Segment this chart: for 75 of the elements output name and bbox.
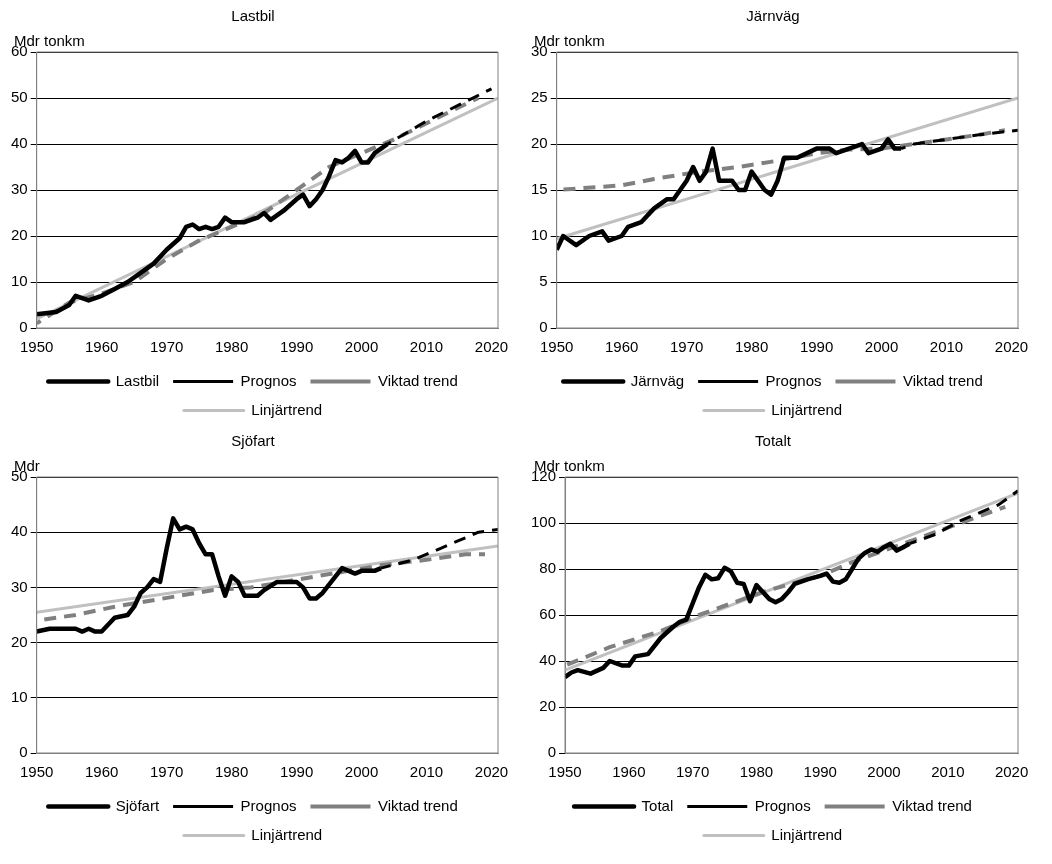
x-tick-label: 2020 [474, 338, 509, 356]
legend-label: Prognos [754, 796, 811, 814]
y-tick-label: 10 [11, 687, 28, 705]
x-tick-label: 2000 [864, 338, 899, 356]
legend-label: Prognos [240, 796, 297, 814]
x-tick-label: 1990 [799, 338, 834, 356]
legend-label: Viktad trend [902, 371, 983, 389]
x-tick-label: 1980 [734, 338, 769, 356]
x-tick-label: 1960 [84, 763, 119, 781]
x-tick-label: 2000 [867, 763, 901, 781]
x-tick-label: 2000 [344, 338, 379, 356]
y-tick-label: 30 [11, 180, 28, 198]
y-tick-label: 10 [531, 226, 548, 244]
y-tick-label: 60 [539, 605, 557, 623]
x-tick-label: 2020 [994, 763, 1029, 781]
y-tick-label: 40 [11, 522, 28, 540]
legend-label: Linjärtrend [251, 400, 323, 418]
x-tick-label: 1960 [84, 338, 119, 356]
y-tick-label: 20 [531, 134, 548, 152]
y-tick-label: 40 [11, 134, 28, 152]
legend-label: Linjärtrend [771, 400, 843, 418]
y-tick-label: 20 [539, 697, 557, 715]
x-tick-label: 1970 [149, 338, 184, 356]
x-tick-label: 1960 [612, 763, 646, 781]
y-tick-label: 10 [11, 272, 28, 290]
y-tick-label: 15 [531, 180, 548, 198]
y-tick-label: 20 [11, 226, 28, 244]
x-tick-label: 1980 [214, 338, 249, 356]
x-tick-label: 1960 [604, 338, 639, 356]
x-tick-label: 2010 [409, 338, 444, 356]
x-tick-label: 1980 [739, 763, 774, 781]
y-tick-label: 0 [547, 743, 557, 761]
chart-title: Lastbil [231, 7, 275, 25]
y-tick-label: 25 [531, 88, 548, 106]
x-tick-label: 1980 [214, 763, 249, 781]
legend-label: Lastbil [115, 371, 160, 389]
y-tick-label: 80 [539, 559, 557, 577]
chart-title: Järnväg [746, 7, 800, 25]
legend-label: Total [641, 796, 674, 814]
x-tick-label: 2010 [409, 763, 444, 781]
legend-label: Linjärtrend [771, 825, 843, 843]
x-tick-label: 2010 [931, 763, 965, 781]
x-tick-label: 1990 [279, 338, 314, 356]
y-tick-label: 50 [11, 88, 28, 106]
chart-title: Sjöfart [231, 432, 276, 450]
x-tick-label: 1950 [20, 763, 54, 781]
x-tick-label: 2000 [344, 763, 379, 781]
legend-label: Viktad trend [892, 796, 972, 814]
x-tick-label: 2020 [994, 338, 1029, 356]
x-tick-label: 1970 [669, 338, 704, 356]
legend-label: Järnväg [630, 371, 685, 389]
y-tick-label: 40 [539, 651, 557, 669]
x-tick-label: 1970 [675, 763, 710, 781]
legend-label: Linjärtrend [251, 825, 323, 843]
x-tick-label: 1950 [548, 763, 582, 781]
chart-title: Totalt [755, 432, 792, 450]
legend-label: Prognos [765, 371, 822, 389]
y-tick-label: 0 [19, 743, 28, 761]
x-tick-label: 1990 [279, 763, 314, 781]
y-tick-label: 0 [19, 318, 28, 336]
legend-label: Prognos [240, 371, 297, 389]
y-tick-label: 30 [11, 577, 28, 595]
y-tick-label: 20 [11, 632, 28, 650]
x-tick-label: 2020 [474, 763, 509, 781]
x-tick-label: 1950 [20, 338, 54, 356]
y-tick-label: 5 [539, 272, 548, 290]
x-tick-label: 1950 [540, 338, 574, 356]
legend-label: Viktad trend [377, 371, 458, 389]
x-tick-label: 1970 [149, 763, 184, 781]
legend-label: Viktad trend [377, 796, 458, 814]
y-tick-label: 100 [531, 513, 557, 531]
x-tick-label: 1990 [803, 763, 837, 781]
y-tick-label: 0 [539, 318, 548, 336]
x-tick-label: 2010 [929, 338, 964, 356]
legend-label: Sjöfart [115, 796, 160, 814]
